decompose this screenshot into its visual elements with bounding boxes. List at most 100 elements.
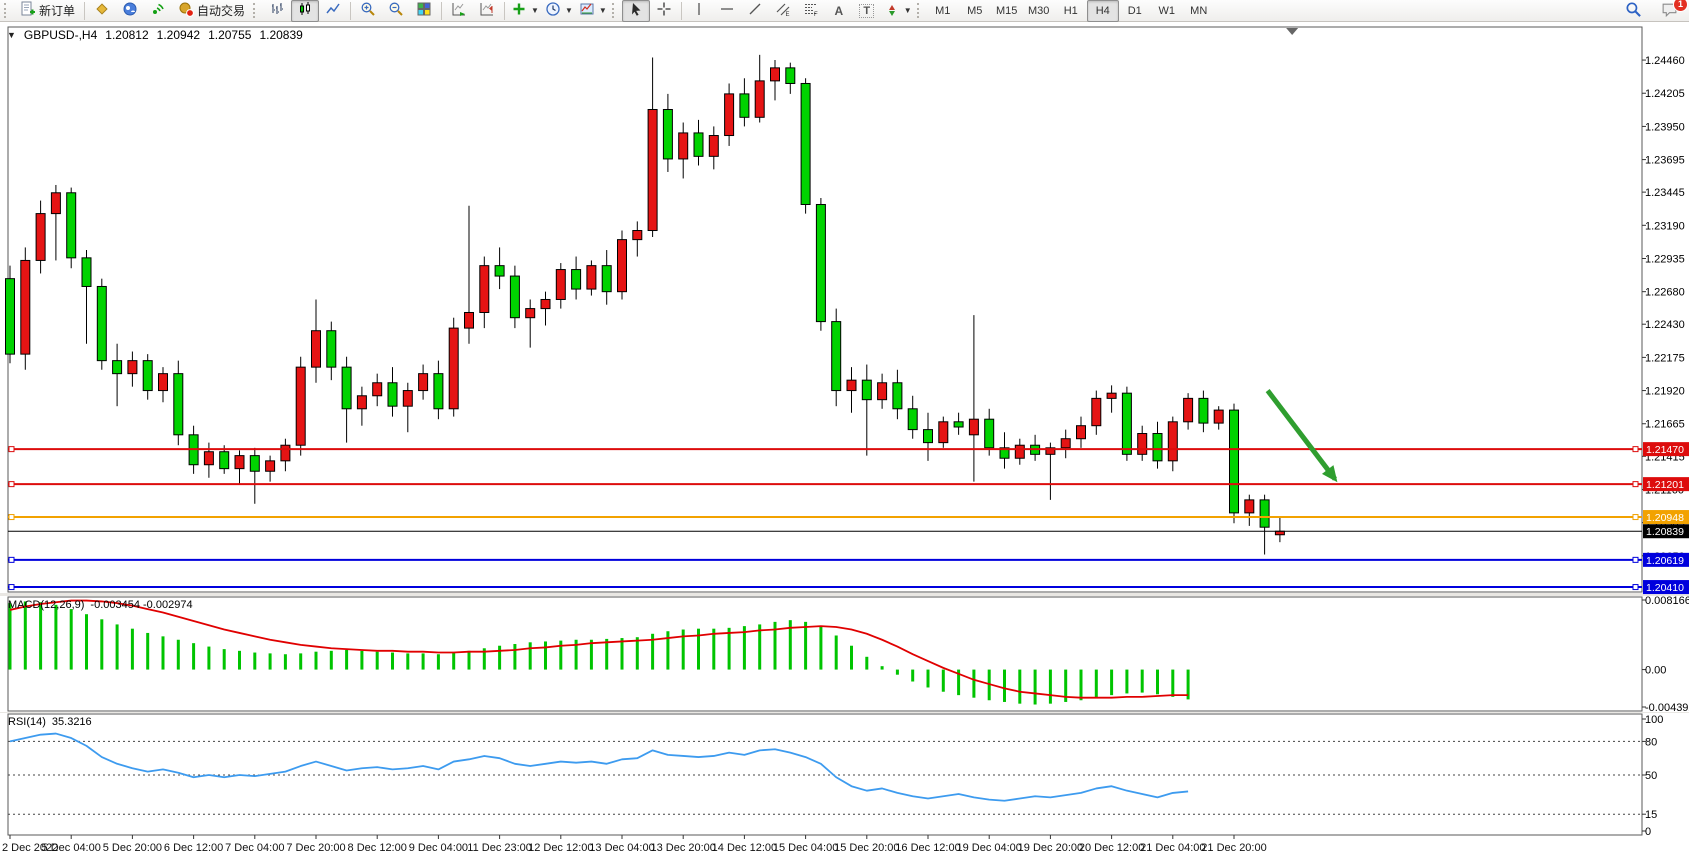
line-handle[interactable] — [1632, 584, 1639, 591]
community-button[interactable] — [116, 0, 144, 22]
line-handle[interactable] — [8, 514, 15, 521]
new-order-button[interactable]: 新订单 — [14, 0, 81, 22]
timeframe-button-m1[interactable]: M1 — [935, 4, 951, 17]
date-label: 8 Dec 12:00 — [348, 842, 407, 854]
chart-shift-button[interactable] — [473, 0, 501, 22]
candle-up — [127, 360, 138, 375]
macd-bar — [360, 650, 364, 670]
toolbar-grip[interactable] — [916, 3, 924, 18]
macd-bar — [192, 643, 196, 670]
timeframe-button-h1[interactable]: H1 — [1063, 4, 1078, 17]
ohlc-high: 1.20942 — [156, 28, 201, 42]
line-handle[interactable] — [1632, 481, 1639, 488]
candle-up — [632, 230, 643, 241]
macd-bar — [544, 641, 547, 670]
signals-button[interactable] — [144, 0, 172, 22]
macd-bar — [391, 652, 394, 670]
timeframe-button-m5[interactable]: M5 — [967, 4, 983, 17]
separator — [350, 1, 352, 20]
line-handle[interactable] — [8, 584, 15, 591]
timeframe-button-m30[interactable]: M30 — [1028, 4, 1050, 17]
notifications-button[interactable]: 1 — [1655, 0, 1688, 22]
line-handle[interactable] — [8, 446, 15, 453]
auto-scroll-icon — [451, 1, 467, 20]
fibonacci-tool-button[interactable]: F — [797, 0, 825, 22]
toolbar-grip[interactable] — [611, 3, 619, 18]
candle-down — [1152, 433, 1163, 462]
macd-bar — [8, 603, 12, 670]
line-price-label: 1.20619 — [1646, 555, 1684, 567]
toolbar-grip[interactable] — [4, 3, 11, 18]
line-handle[interactable] — [8, 481, 15, 488]
indicators-button[interactable]: ▼ — [508, 0, 542, 22]
candle-down — [433, 373, 444, 410]
horizontal-line-tool-button[interactable] — [713, 0, 741, 22]
candles-icon — [297, 1, 313, 20]
timeframe-button-mn[interactable]: MN — [1190, 4, 1208, 17]
text-label-tool-button[interactable]: T — [853, 0, 881, 22]
templates-button[interactable]: ▼ — [576, 0, 610, 22]
auto-trading-button[interactable]: 自动交易 — [172, 0, 251, 22]
line-price-label-bg — [1643, 580, 1689, 595]
rsi-line — [9, 732, 1189, 802]
candlestick-mode-button[interactable] — [291, 0, 320, 22]
candle-down — [112, 360, 123, 375]
chart-canvas[interactable]: 1.24460 1.24205 1.23950 1.23695 1.23445 1.231… — [0, 22, 1689, 860]
zoom-out-icon — [388, 1, 404, 20]
candle-down — [326, 330, 337, 368]
metaeditor-button[interactable] — [88, 0, 116, 22]
date-label: 16 Dec 12:00 — [895, 842, 960, 854]
bar-chart-mode-button[interactable] — [263, 0, 291, 22]
timeframe-button-m15[interactable]: M15 — [996, 4, 1018, 17]
macd-panel-frame — [7, 596, 1643, 712]
candle-up — [203, 451, 214, 466]
line-handle[interactable] — [1632, 446, 1639, 453]
chart-shift-marker[interactable] — [1286, 28, 1299, 35]
auto-scroll-button[interactable] — [445, 0, 473, 22]
macd-bar — [452, 652, 456, 670]
timeframe-button-d1[interactable]: D1 — [1127, 4, 1142, 17]
candle-up — [754, 80, 765, 118]
date-label: 21 Dec 04:00 — [1140, 842, 1205, 854]
candle-down — [509, 275, 520, 319]
crosshair-tool-button[interactable] — [650, 0, 678, 22]
chart-title-row: ▼ GBPUSD-,H4 1.20812 1.20942 1.20755 1.2… — [7, 28, 303, 42]
one-click-trading-toggle[interactable]: ▼ — [7, 30, 16, 40]
trendline-tool-button[interactable] — [741, 0, 769, 22]
current-price-label: 1.20839 — [1646, 526, 1684, 538]
line-handle[interactable] — [8, 556, 15, 563]
periods-button[interactable]: ▼ — [542, 0, 576, 22]
chevron-down-icon: ▼ — [903, 6, 912, 15]
tile-windows-button[interactable] — [410, 0, 438, 22]
search-button[interactable] — [1619, 0, 1647, 22]
vertical-line-tool-button[interactable] — [685, 0, 713, 22]
macd-histogram — [8, 601, 1190, 705]
toolbar-grip[interactable] — [253, 3, 260, 18]
candle-down — [831, 321, 842, 392]
candle-up — [617, 239, 627, 293]
timeframe-button-h4[interactable]: H4 — [1086, 0, 1119, 22]
candle-down — [907, 408, 918, 431]
candle-up — [724, 93, 735, 137]
cursor-tool-button[interactable] — [621, 0, 650, 22]
line-chart-mode-button[interactable] — [319, 0, 347, 22]
candle-up — [1213, 409, 1224, 424]
macd-bar — [1125, 669, 1129, 694]
line-handle[interactable] — [1632, 514, 1639, 521]
line-handle[interactable] — [1632, 556, 1639, 563]
macd-bar — [329, 650, 333, 670]
zoom-in-button[interactable] — [354, 0, 382, 22]
trend-arrow-object[interactable] — [1265, 389, 1337, 481]
panel-splitter[interactable] — [0, 712, 1689, 713]
equidistant-channel-tool-button[interactable]: E — [769, 0, 797, 22]
trend-arrow-head[interactable] — [1321, 465, 1338, 483]
notification-badge: 1 — [1673, 0, 1688, 12]
text-tool-button[interactable]: A — [825, 0, 853, 22]
zoom-out-button[interactable] — [382, 0, 410, 22]
arrows-tool-button[interactable]: ▼ — [881, 0, 915, 22]
candle-up — [464, 311, 474, 329]
candle-up — [1076, 425, 1086, 440]
timeframe-button-w1[interactable]: W1 — [1158, 4, 1175, 17]
panel-splitter[interactable] — [0, 593, 1689, 596]
candle-up — [1014, 444, 1025, 459]
